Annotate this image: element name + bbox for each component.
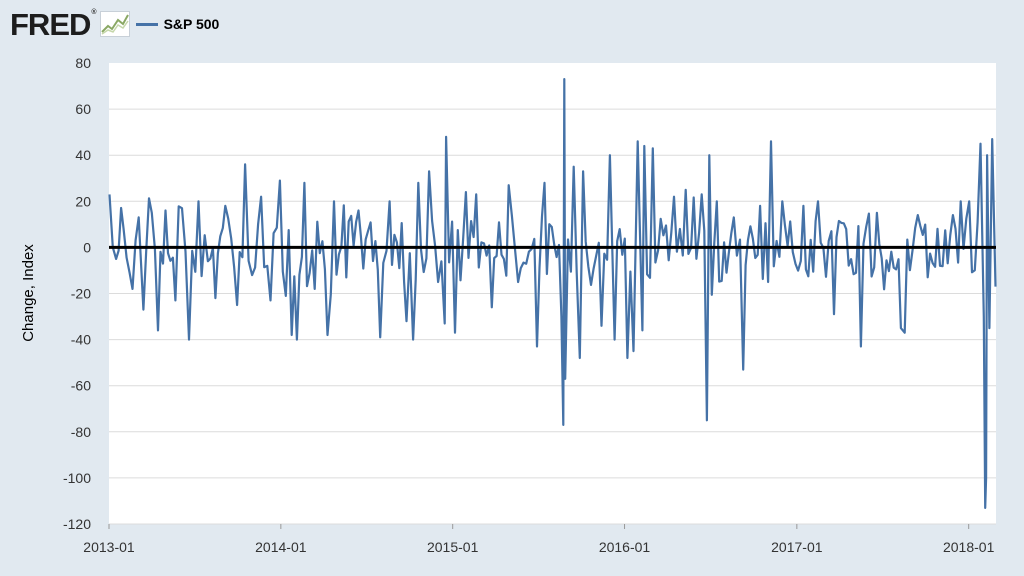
chart-header: FRED® S&P 500 [10,6,219,42]
y-tick-label: -40 [71,332,91,348]
y-tick-label: -120 [63,516,91,532]
legend-swatch [135,22,158,26]
x-tick-label: 2017-01 [771,539,823,555]
fred-logo[interactable]: FRED® [10,6,97,42]
x-tick-label: 2013-01 [83,539,135,555]
y-tick-label: -20 [71,286,91,302]
y-tick-label: -60 [71,378,91,394]
x-tick-label: 2015-01 [427,539,479,555]
legend-label-series[interactable]: S&P 500 [163,16,220,32]
y-tick-label: -80 [71,424,91,440]
x-tick-label: 2016-01 [599,539,651,555]
y-tick-label: 60 [75,101,91,117]
y-tick-label: -100 [63,470,91,486]
fred-logo-graph-icon [99,11,130,37]
x-tick-label: 2014-01 [255,539,307,555]
series-line[interactable] [108,77,997,509]
x-tick-label: 2018-01 [943,539,995,555]
y-tick-label: 20 [75,193,91,209]
y-tick-label: 80 [75,55,91,71]
y-axis-title: Change, Index [20,244,37,342]
y-tick-label: 0 [83,239,91,255]
y-tick-label: 40 [75,147,91,163]
legend: S&P 500 [135,16,220,32]
